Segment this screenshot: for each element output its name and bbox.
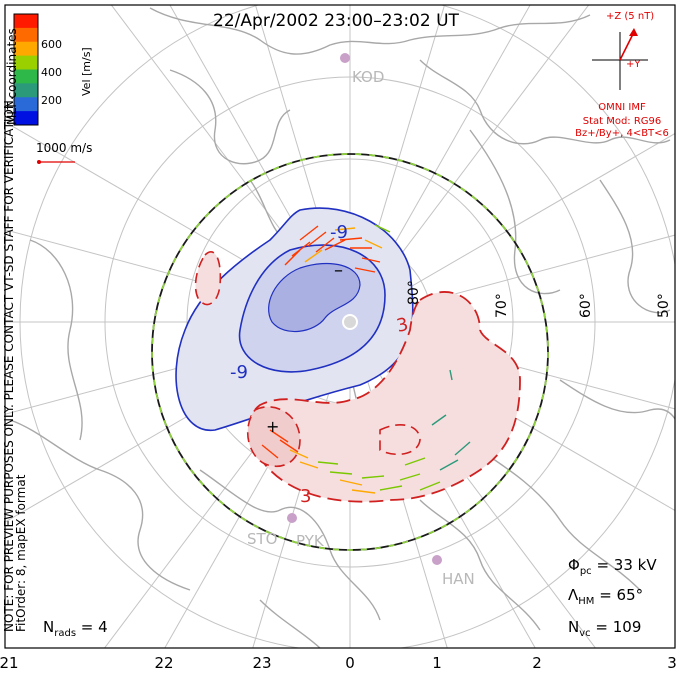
mlt-tick-23: 23	[252, 654, 271, 672]
station-kod: KOD	[352, 68, 384, 86]
mlt-tick-3: 3	[667, 654, 677, 672]
stat-lambda: ΛHM = 65°	[568, 586, 643, 607]
stat-phi: Φpc = 33 kV	[568, 556, 657, 577]
hm-boundary-dash	[151, 153, 549, 551]
mlt-tick-1: 1	[432, 654, 442, 672]
imf-y-label: +Y	[626, 59, 641, 70]
contour-label-neg: -9	[330, 222, 348, 243]
dawn-cell-outer	[248, 291, 521, 503]
contour-label-pos: 3	[395, 314, 411, 337]
velocity-vectors	[261, 224, 471, 494]
station-markers	[287, 53, 442, 565]
fitorder-note: FitOrder: 8, mapEX format	[14, 474, 28, 632]
contour-center-neg: –	[334, 260, 343, 281]
plot-frame	[4, 4, 676, 649]
colorbar-segment	[14, 41, 38, 57]
colorbar-segment	[14, 14, 38, 29]
contour-label-neg2: -9	[230, 362, 248, 383]
colorbar-segment	[14, 27, 38, 43]
svg-text:Nvc = 109: Nvc = 109	[568, 618, 641, 639]
convection-cells	[175, 207, 521, 503]
colorbar-tick-400: 400	[41, 66, 62, 79]
imf-condition: Bz+/By+, 4<BT<6	[575, 128, 669, 139]
pole-marker	[342, 314, 358, 330]
colorbar-tick-600: 600	[41, 38, 62, 51]
colorbar-segment	[14, 97, 38, 112]
stat-nvc: Nvc = 109	[568, 618, 641, 639]
colorbar	[14, 14, 38, 126]
colorbar-segment	[14, 111, 38, 126]
mlt-tick-21: 21	[0, 654, 19, 672]
svg-text:ΛHM = 65°: ΛHM = 65°	[568, 586, 643, 607]
imf-z-label: +Z (5 nT)	[606, 11, 654, 22]
dawn-cell-east	[379, 424, 421, 456]
station-han: HAN	[442, 570, 475, 588]
preview-note: NOTE: FOR PREVIEW PURPOSES ONLY. PLEASE …	[2, 96, 16, 632]
dawn-cell-inner	[246, 406, 301, 467]
svg-text:Φpc = 33 kV: Φpc = 33 kV	[568, 556, 657, 577]
mlt-tick-0: 0	[345, 654, 355, 672]
imf-vector	[619, 31, 635, 61]
lat-label-80: 80°	[406, 280, 422, 305]
colorbar-segment	[14, 55, 38, 70]
station-pyk: PYK	[296, 532, 325, 550]
colorbar-label: Vel [m/s]	[80, 47, 93, 96]
lat-label-70: 70°	[494, 293, 510, 318]
station-sto: STO	[247, 530, 278, 548]
imf-arrow-icon	[629, 28, 638, 36]
lat-label-60: 60°	[578, 293, 594, 318]
small-pos-cell	[194, 251, 222, 306]
colorbar-tick-200: 200	[41, 94, 62, 107]
map-title: 22/Apr/2002 23:00–23:02 UT	[213, 11, 459, 31]
mlt-tick-2: 2	[532, 654, 542, 672]
scale-label: 1000 m/s	[36, 141, 92, 155]
lat-label-50: 50°	[656, 293, 672, 318]
svg-text:Nrads = 4: Nrads = 4	[43, 618, 108, 639]
colorbar-segment	[14, 69, 38, 84]
mlt-coords-label: MLT coordinates	[5, 28, 19, 125]
contour-label-pos2: 3	[300, 486, 311, 507]
contour-center-pos: +	[266, 417, 279, 436]
dusk-cell-inner	[268, 262, 361, 333]
stat-nrads: Nrads = 4	[43, 618, 108, 639]
imf-source: OMNI IMF	[598, 102, 646, 113]
imf-model: Stat Mod: RG96	[583, 116, 662, 127]
mlt-tick-22: 22	[154, 654, 173, 672]
colorbar-segment	[14, 83, 38, 98]
